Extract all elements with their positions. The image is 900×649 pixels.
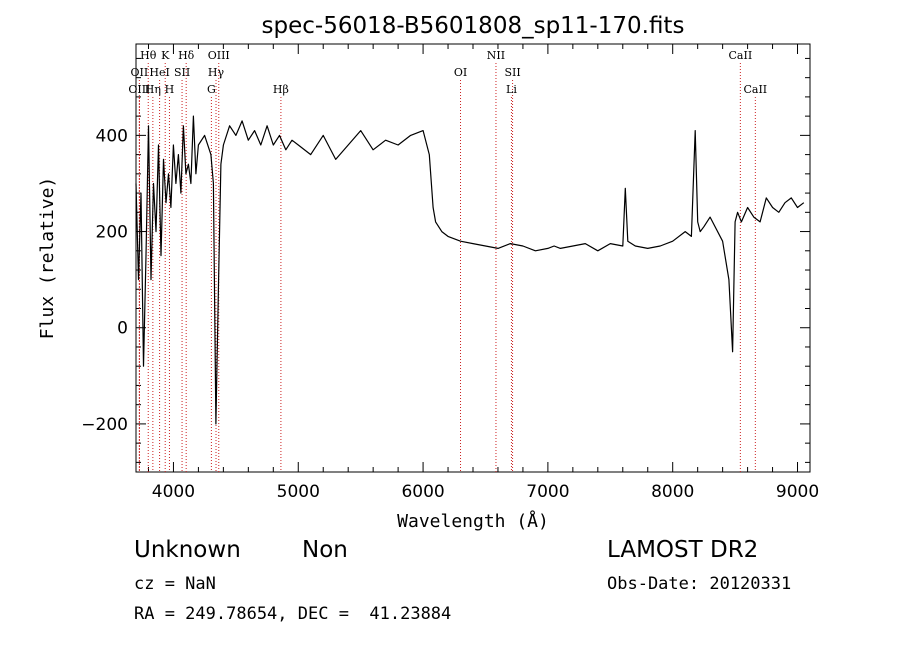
line-marker-label: CaII: [743, 83, 767, 96]
line-marker-label: SII: [174, 66, 190, 79]
line-marker-label: NII: [487, 49, 505, 62]
x-tick-label: 6000: [401, 482, 444, 502]
line-marker-label: CaII: [729, 49, 753, 62]
plot-frame: [135, 43, 811, 473]
line-marker-label: SII: [504, 66, 520, 79]
x-tick-label: 9000: [776, 482, 819, 502]
line-marker-label: Hβ: [273, 83, 289, 96]
line-marker-label: H: [165, 83, 175, 96]
line-marker-label: Hγ: [208, 66, 225, 79]
x-axis-label: Wavelength (Å): [397, 510, 549, 532]
line-marker-label: Hθ: [140, 49, 157, 62]
line-marker-label: OI: [454, 66, 467, 79]
line-marker-label: HeI: [149, 66, 169, 79]
line-marker-label: K: [161, 49, 170, 62]
x-tick-label: 4000: [152, 482, 195, 502]
x-tick-label: 7000: [526, 482, 569, 502]
chart-title: spec-56018-B5601808_sp11-170.fits: [262, 13, 685, 39]
coordinates-label: RA = 249.78654, DEC = 41.23884: [134, 604, 452, 624]
y-tick-label: 400: [96, 126, 128, 146]
line-marker-label: OII: [131, 66, 149, 79]
obs-date-label: Obs-Date: 20120331: [607, 574, 792, 594]
y-axis-label: Flux (relative): [37, 177, 58, 340]
classification-label: Unknown: [134, 537, 241, 563]
line-marker-label: OIII: [208, 49, 230, 62]
line-marker-label: Li: [506, 83, 517, 96]
x-tick-label: 8000: [651, 482, 694, 502]
line-marker-label: Hδ: [178, 49, 195, 62]
subclass-label: Non: [302, 537, 348, 563]
y-tick-label: 0: [117, 319, 128, 339]
redshift-label: cz = NaN: [134, 574, 216, 594]
line-marker-label: G: [207, 83, 216, 96]
line-marker-label: OIII: [128, 83, 150, 96]
x-tick-label: 5000: [277, 482, 320, 502]
line-marker-label: Hη: [145, 83, 161, 96]
survey-label: LAMOST DR2: [607, 537, 759, 563]
y-tick-label: 200: [96, 223, 128, 243]
y-tick-label: −200: [81, 415, 128, 435]
spectrum-line: [135, 115, 805, 425]
